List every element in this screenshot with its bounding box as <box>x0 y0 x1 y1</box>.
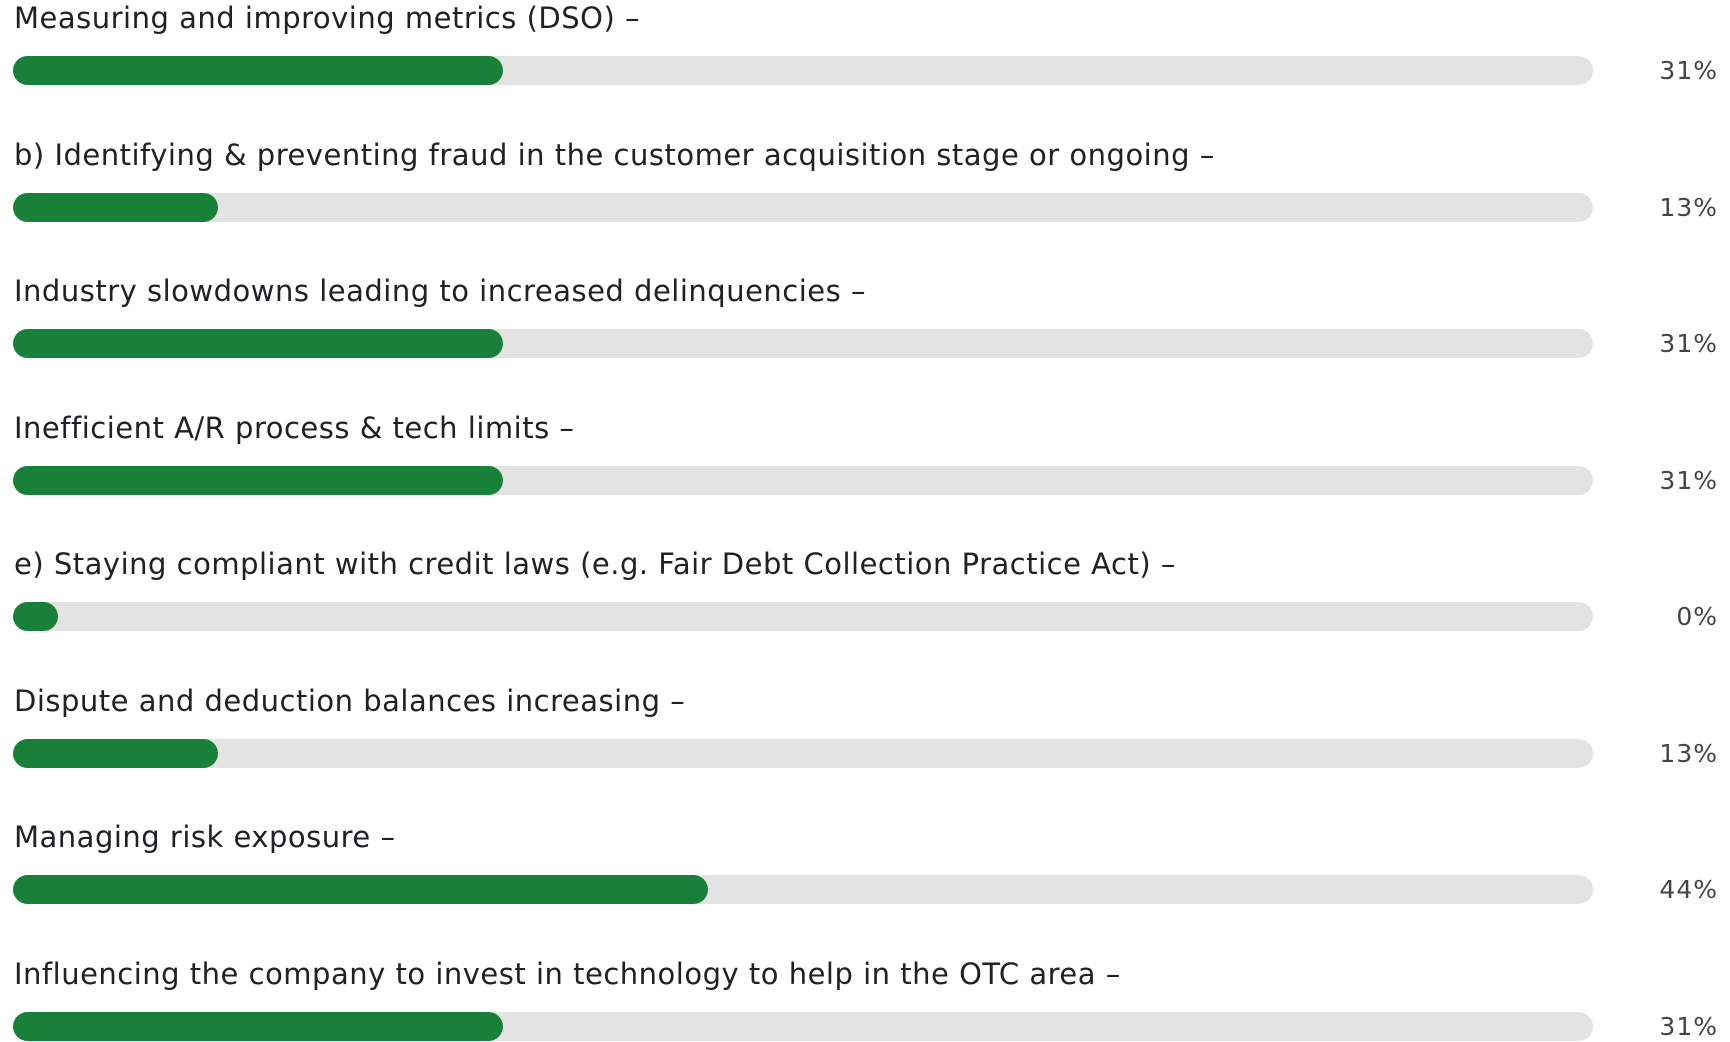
option-label: Industry slowdowns leading to increased … <box>14 274 866 308</box>
bar-track <box>13 1011 1593 1041</box>
percent-label: 31% <box>1659 1011 1718 1041</box>
percent-label: 44% <box>1659 875 1718 904</box>
bar-track <box>13 56 1593 85</box>
percent-label: 13% <box>1659 738 1718 768</box>
percent-label: 0% <box>1676 602 1718 631</box>
bar-track <box>13 875 1593 904</box>
bar-fill <box>13 1011 503 1041</box>
bar-track <box>13 602 1593 631</box>
percent-label: 31% <box>1659 56 1718 85</box>
option-label: Influencing the company to invest in tec… <box>14 956 1121 991</box>
bar-fill <box>13 602 58 631</box>
bar-fill <box>13 875 709 904</box>
bar-fill <box>13 192 219 222</box>
bar-fill <box>13 738 219 768</box>
bar-fill <box>13 56 503 85</box>
percent-label: 31% <box>1659 465 1718 495</box>
bar-fill <box>13 465 503 495</box>
option-label: b) Identifying & preventing fraud in the… <box>14 137 1215 172</box>
option-label: Measuring and improving metrics (DSO) – <box>14 1 640 35</box>
option-label: Dispute and deduction balances increasin… <box>14 683 686 718</box>
option-label: Managing risk exposure – <box>14 820 396 854</box>
bar-fill <box>13 329 503 358</box>
bar-track <box>13 329 1593 358</box>
percent-label: 13% <box>1659 192 1718 222</box>
option-label: Inefficient A/R process & tech limits – <box>14 410 575 445</box>
percent-label: 31% <box>1659 329 1718 358</box>
bar-track <box>13 465 1593 495</box>
bar-track <box>13 738 1593 768</box>
option-label: e) Staying compliant with credit laws (e… <box>14 547 1176 581</box>
bar-track <box>13 192 1593 222</box>
